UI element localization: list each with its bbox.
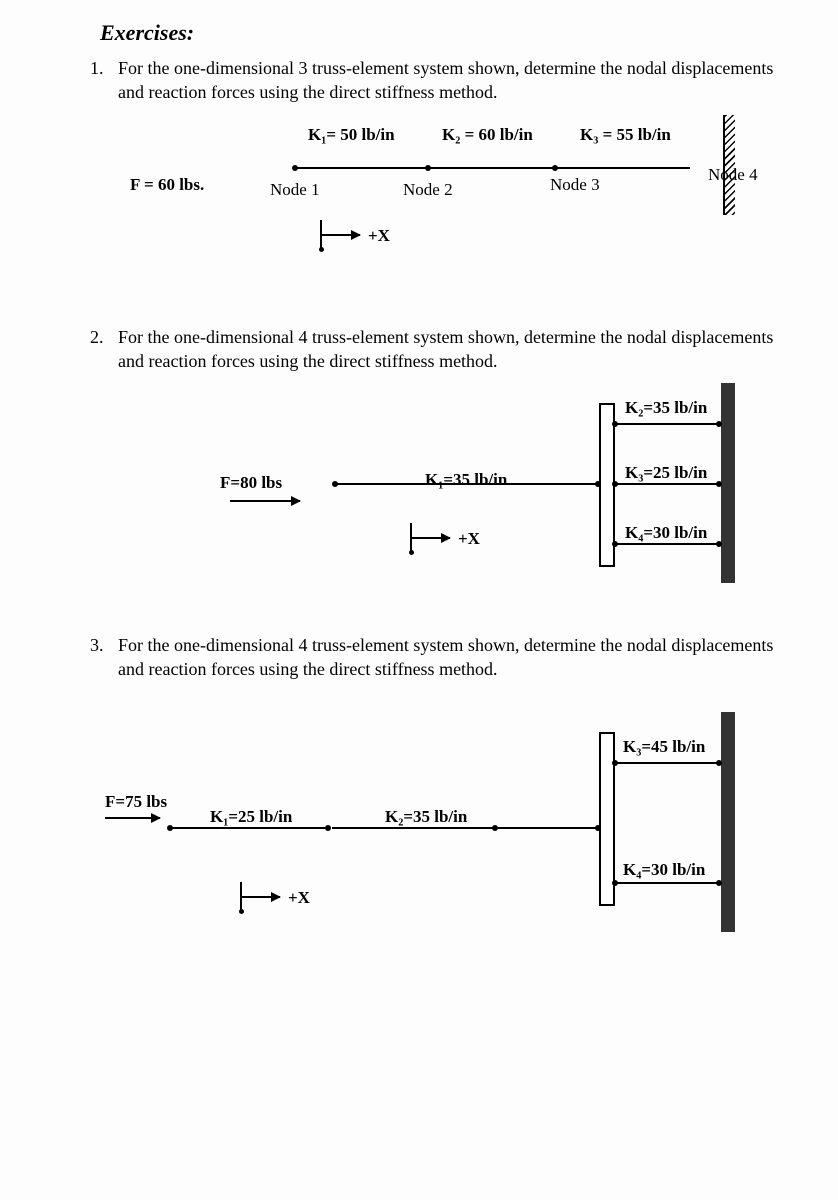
problem-1: 1. For the one-dimensional 3 truss-eleme…	[90, 56, 778, 305]
spring-k4-p3	[615, 882, 721, 884]
p3-k4-r	[716, 880, 722, 886]
k4-label-p3: K₄=30 lb/in	[623, 860, 705, 880]
problem-2-body: For the one-dimensional 4 truss-element …	[118, 325, 778, 374]
plusx-text-2: +X	[458, 529, 480, 549]
spring-k3-p3	[615, 762, 721, 764]
link-to-bar-p3	[498, 827, 600, 829]
k4-left-dot	[612, 541, 618, 547]
plusx-dot-3	[239, 909, 244, 914]
p3-k3-r	[716, 760, 722, 766]
k1-label-p2: K₁=35 lb/in	[425, 470, 507, 490]
wall-p3	[721, 712, 735, 932]
diagram-2: F=80 lbs K₁=35 lb/in K₂=35 lb/in K₃=25 l…	[110, 383, 770, 613]
plusx-text-3: +X	[288, 888, 310, 908]
problem-2-text: 2. For the one-dimensional 4 truss-eleme…	[90, 325, 778, 374]
p3-k4-l	[612, 880, 618, 886]
exercises-heading: Exercises:	[100, 20, 778, 46]
problem-3-number: 3.	[90, 633, 118, 682]
plusx-dot-2	[409, 550, 414, 555]
problem-3-body: For the one-dimensional 4 truss-element …	[118, 633, 778, 682]
node-1-label: Node 1	[270, 180, 320, 200]
spring-k3-p2	[615, 483, 721, 485]
k3-left-dot	[612, 481, 618, 487]
node-3-dot	[552, 165, 558, 171]
force-label-p2: F=80 lbs	[220, 473, 282, 493]
k2-label-p1: K₂ = 60 lb/in	[442, 125, 533, 145]
force-arrow-p2	[230, 500, 300, 502]
p3-node1	[167, 825, 173, 831]
node-left-p2	[332, 481, 338, 487]
k4-label-p2: K₄=30 lb/in	[625, 523, 707, 543]
spring-k2-p2	[615, 423, 721, 425]
spring-k1-p3	[170, 827, 330, 829]
spring-k2-p3	[332, 827, 497, 829]
page: Exercises: 1. For the one-dimensional 3 …	[0, 0, 838, 1200]
problem-1-number: 1.	[90, 56, 118, 105]
k2-left-dot	[612, 421, 618, 427]
problem-1-text: 1. For the one-dimensional 3 truss-eleme…	[90, 56, 778, 105]
plusx-arrow-2	[412, 537, 450, 539]
diagram-1: K₁= 50 lb/in K₂ = 60 lb/in K₃ = 55 lb/in…	[110, 115, 770, 305]
force-label-p3: F=75 lbs	[105, 792, 167, 812]
k3-label-p1: K₃ = 55 lb/in	[580, 125, 671, 145]
k3-label-p2: K₃=25 lb/in	[625, 463, 707, 483]
k2-right-dot	[716, 421, 722, 427]
spring-k4-p2	[615, 543, 721, 545]
force-arrow-p3	[105, 817, 160, 819]
p3-bar-mid-dot	[595, 825, 601, 831]
spring-bar-p1	[295, 167, 690, 169]
diagram-3: F=75 lbs K₁=25 lb/in K₂=35 lb/in K₃=45 l…	[110, 712, 770, 972]
plusx-dot	[319, 247, 324, 252]
k2-label-p3: K₂=35 lb/in	[385, 807, 467, 827]
problem-1-body: For the one-dimensional 3 truss-element …	[118, 56, 778, 105]
node-1-dot	[292, 165, 298, 171]
p3-k3-l	[612, 760, 618, 766]
problem-3-text: 3. For the one-dimensional 4 truss-eleme…	[90, 633, 778, 682]
k4-right-dot	[716, 541, 722, 547]
node-2-label: Node 2	[403, 180, 453, 200]
plusx-arrow-3	[242, 896, 280, 898]
k1-label-p3: K₁=25 lb/in	[210, 807, 292, 827]
problem-3: 3. For the one-dimensional 4 truss-eleme…	[90, 633, 778, 972]
wall-p2	[721, 383, 735, 583]
force-label-p1: F = 60 lbs.	[130, 175, 204, 195]
k1-label-p1: K₁= 50 lb/in	[308, 125, 395, 145]
plusx-arrow	[322, 234, 360, 236]
node-2-dot	[425, 165, 431, 171]
p3-node2	[325, 825, 331, 831]
plusx-text: +X	[368, 226, 390, 246]
problem-2: 2. For the one-dimensional 4 truss-eleme…	[90, 325, 778, 614]
k3-right-dot	[716, 481, 722, 487]
k3-label-p3: K₃=45 lb/in	[623, 737, 705, 757]
node-3-label: Node 3	[550, 175, 600, 195]
k2-label-p2: K₂=35 lb/in	[625, 398, 707, 418]
problem-2-number: 2.	[90, 325, 118, 374]
node-4-label: Node 4	[708, 165, 758, 185]
node-bar-mid-p2	[595, 481, 601, 487]
